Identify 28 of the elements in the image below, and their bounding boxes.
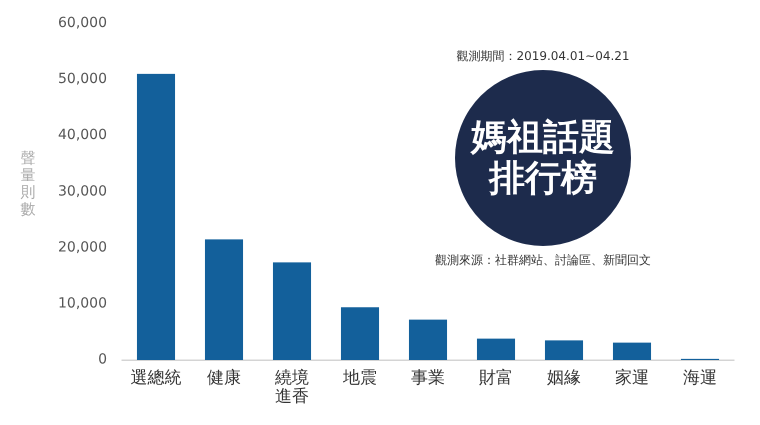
y-tick-label: 10,000	[58, 296, 107, 312]
x-tick-label: 海運	[683, 368, 717, 388]
y-tick-label: 0	[98, 352, 107, 368]
y-tick-label: 60,000	[58, 15, 107, 32]
y-tick-label: 50,000	[58, 71, 107, 88]
x-tick-label: 財富	[479, 368, 513, 388]
x-tick-label: 家運	[615, 368, 649, 388]
x-tick-label: 地震	[342, 368, 377, 388]
y-axis-title: 聲量則數	[20, 149, 36, 218]
x-tick-label: 事業	[411, 368, 445, 388]
annotation: 觀測來源：社群網站、討論區、新聞回文	[435, 252, 651, 269]
bar	[476, 338, 516, 360]
text: 媽祖話題排行榜	[469, 116, 616, 200]
x-tick-label: 姻緣	[547, 368, 581, 388]
bar	[340, 307, 380, 360]
annotation: 觀測期間：2019.04.01~04.21	[456, 48, 630, 65]
y-tick-label: 30,000	[58, 183, 107, 200]
bar	[408, 320, 448, 360]
y-tick-label: 20,000	[58, 239, 107, 256]
x-tick-label: 繞境進香	[274, 368, 309, 406]
bar	[544, 340, 584, 360]
bar	[612, 342, 652, 360]
bar	[272, 262, 312, 360]
x-tick-label: 健康	[207, 368, 241, 388]
y-tick-label: 40,000	[58, 127, 107, 144]
x-tick-label: 選總統	[130, 368, 182, 388]
bar	[136, 74, 176, 360]
bar	[204, 239, 244, 360]
